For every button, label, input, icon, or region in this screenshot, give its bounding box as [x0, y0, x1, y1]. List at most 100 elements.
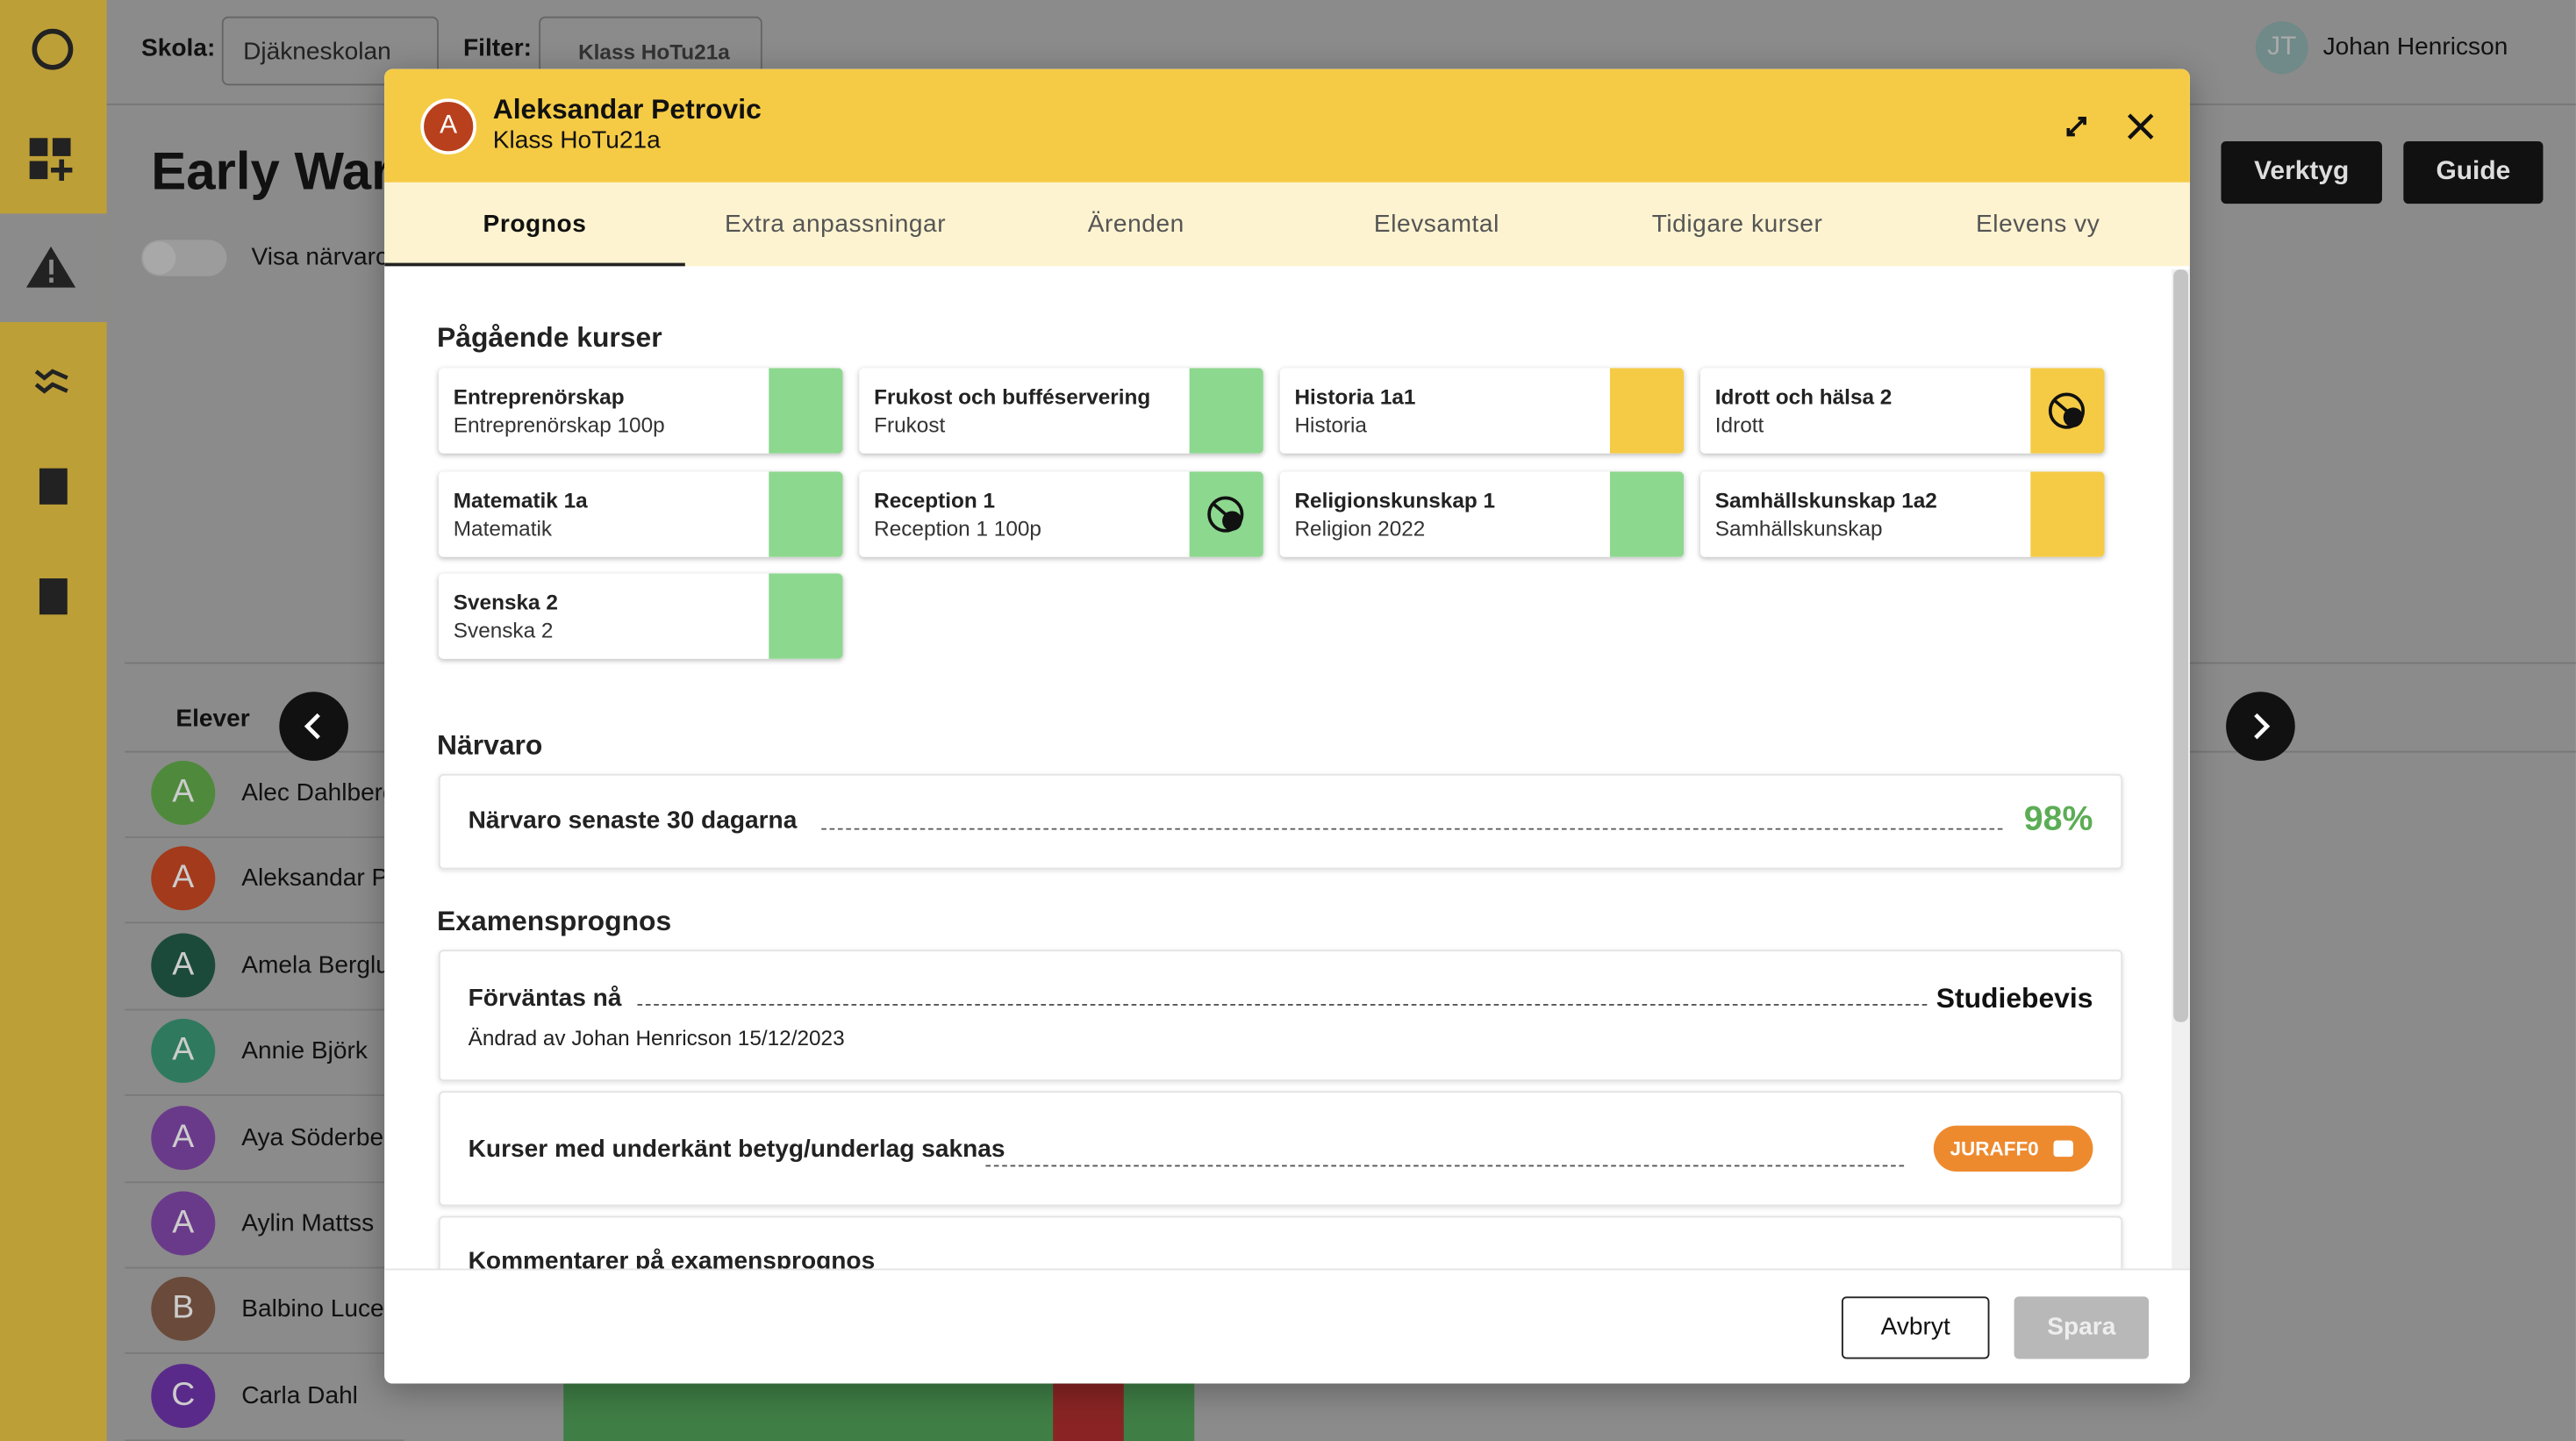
student-avatar: A	[151, 1191, 216, 1256]
tab[interactable]: Elevens vy	[1887, 183, 2188, 266]
school-value: Djäkneskolan	[243, 38, 391, 66]
tab[interactable]: Tidigare kurser	[1587, 183, 1888, 266]
cancel-button[interactable]: Avbryt	[1841, 1296, 1990, 1359]
course-name: Frukost och bufféservering	[874, 384, 1151, 410]
student-row[interactable]: A Aylin Mattss	[125, 1181, 404, 1269]
course-status	[1609, 368, 1685, 454]
student-row[interactable]: A Aleksandar P	[125, 837, 404, 925]
course-card[interactable]: Frukost och bufféservering Frukost	[859, 368, 1263, 454]
modal-class: Klass HoTu21a	[492, 126, 661, 155]
topbar: Skola: Djäkneskolan Filter: Klass HoTu21…	[106, 0, 2576, 105]
toggle-label: Visa närvarc	[251, 243, 389, 271]
attendance-value: 98%	[2023, 799, 2093, 838]
course-name: Matematik 1a	[453, 487, 588, 513]
course-card[interactable]: Idrott och hälsa 2 Idrott	[1699, 368, 2105, 454]
exam-note: Ändrad av Johan Henricson 15/12/2023	[468, 1025, 845, 1050]
tab[interactable]: Elevsamtal	[1286, 183, 1587, 266]
comments-box: Kommentarer på examensprognos	[438, 1215, 2123, 1269]
course-status	[2030, 470, 2105, 556]
student-avatar: A	[151, 933, 216, 998]
school-select[interactable]: Djäkneskolan	[221, 16, 439, 86]
course-name: Svenska 2	[453, 590, 558, 615]
sidebar-icons	[25, 28, 76, 615]
student-name: Balbino Lucer	[241, 1295, 393, 1324]
modal-avatar: A	[420, 98, 476, 155]
course-name: Samhällskunskap 1a2	[1714, 487, 1937, 513]
course-card[interactable]: Reception 1 Reception 1 100p	[859, 470, 1263, 556]
course-sub: Historia	[1294, 412, 1367, 438]
course-name: Reception 1	[874, 487, 996, 513]
student-avatar: A	[151, 760, 216, 825]
student-avatar: A	[151, 1019, 216, 1084]
course-status	[1189, 470, 1263, 556]
course-card[interactable]: Svenska 2 Svenska 2	[438, 573, 843, 659]
student-list: A Alec Dahlberg A Aleksandar P A Amela Berglu…	[125, 751, 404, 1441]
student-name: Aylin Mattss	[241, 1209, 375, 1237]
tab-label: Elevens vy	[1975, 210, 2100, 239]
course-name: Idrott och hälsa 2	[1714, 384, 1893, 410]
student-row[interactable]: A Alec Dahlberg	[125, 751, 404, 838]
student-avatar: A	[151, 1105, 216, 1170]
comments-label: Kommentarer på examensprognos	[468, 1247, 876, 1269]
tab-label: Elevsamtal	[1373, 210, 1499, 239]
student-row[interactable]: C Carla Dahl	[125, 1353, 404, 1441]
modal-controls[interactable]	[2060, 105, 2158, 148]
course-card[interactable]: Entreprenörskap Entreprenörskap 100p	[438, 368, 843, 454]
course-sub: Religion 2022	[1294, 514, 1426, 541]
tools-button[interactable]: Verktyg	[2221, 141, 2382, 204]
tab[interactable]: Extra anpassningar	[685, 183, 986, 266]
tab-bar: Prognos Extra anpassningar Ärenden Elevsamt…	[384, 182, 2190, 267]
page-title: Early Warr	[151, 141, 412, 201]
course-status	[1609, 470, 1685, 556]
student-row[interactable]: B Balbino Lucer	[125, 1267, 404, 1355]
list-header-label: Elever	[175, 705, 250, 734]
modal-name: Aleksandar Petrovic	[492, 93, 762, 125]
modal: A Aleksandar Petrovic Klass HoTu21a Prog…	[384, 68, 2190, 1384]
student-name: Annie Björk	[241, 1036, 368, 1065]
course-sub: Samhällskunskap	[1714, 514, 1883, 541]
save-button[interactable]: Spara	[2014, 1296, 2150, 1359]
attendance-box: Närvaro senaste 30 dagarna 98%	[438, 773, 2123, 870]
course-sub: Idrott	[1714, 412, 1764, 438]
student-avatar: C	[151, 1363, 216, 1428]
course-sub: Frukost	[874, 412, 946, 438]
prev-button[interactable]	[279, 692, 348, 761]
course-sub: Reception 1 100p	[874, 514, 1041, 541]
exam-value: Studiebevis	[1936, 982, 2093, 1014]
failed-label: Kurser med underkänt betyg/underlag sakn…	[468, 1135, 1005, 1164]
course-status	[769, 573, 843, 659]
tab[interactable]: Ärenden	[985, 183, 1286, 266]
modal-footer: Avbryt Spara	[384, 1268, 2190, 1384]
course-status	[769, 470, 843, 556]
student-row[interactable]: A Amela Berglu	[125, 923, 404, 1011]
exam-title: Examensprognos	[437, 905, 672, 937]
student-row[interactable]: A Annie Björk	[125, 1009, 404, 1097]
tab-label: Tidigare kurser	[1651, 210, 1823, 239]
tab-label: Ärenden	[1087, 210, 1184, 239]
grid-cells	[563, 1383, 1195, 1441]
tab-label: Extra anpassningar	[725, 210, 947, 239]
student-name: Carla Dahl	[241, 1381, 358, 1410]
tab-label: Prognos	[483, 210, 587, 239]
student-row[interactable]: A Aya Söderber	[125, 1095, 404, 1183]
attendance-label: Närvaro senaste 30 dagarna	[468, 807, 798, 835]
user-avatar: JT	[2255, 21, 2308, 75]
course-card[interactable]: Historia 1a1 Historia	[1279, 368, 1685, 454]
failed-badge-text: JURAFF0	[1950, 1136, 2039, 1160]
course-card[interactable]: Religionskunskap 1 Religion 2022	[1279, 470, 1685, 556]
course-sub: Svenska 2	[453, 618, 554, 643]
tab[interactable]: Prognos	[384, 183, 685, 267]
student-name: Alec Dahlberg	[241, 778, 397, 807]
course-card[interactable]: Matematik 1a Matematik	[438, 470, 843, 556]
course-card[interactable]: Samhällskunskap 1a2 Samhällskunskap	[1699, 470, 2105, 556]
student-avatar: A	[151, 847, 216, 912]
student-avatar: B	[151, 1277, 216, 1342]
next-button[interactable]	[2226, 692, 2295, 761]
toggle[interactable]	[141, 240, 227, 276]
failed-badge[interactable]: JURAFF0	[1933, 1125, 2093, 1172]
user-name[interactable]: Johan Henricson	[2322, 32, 2508, 61]
guide-button[interactable]: Guide	[2403, 141, 2544, 204]
course-status	[769, 368, 843, 454]
